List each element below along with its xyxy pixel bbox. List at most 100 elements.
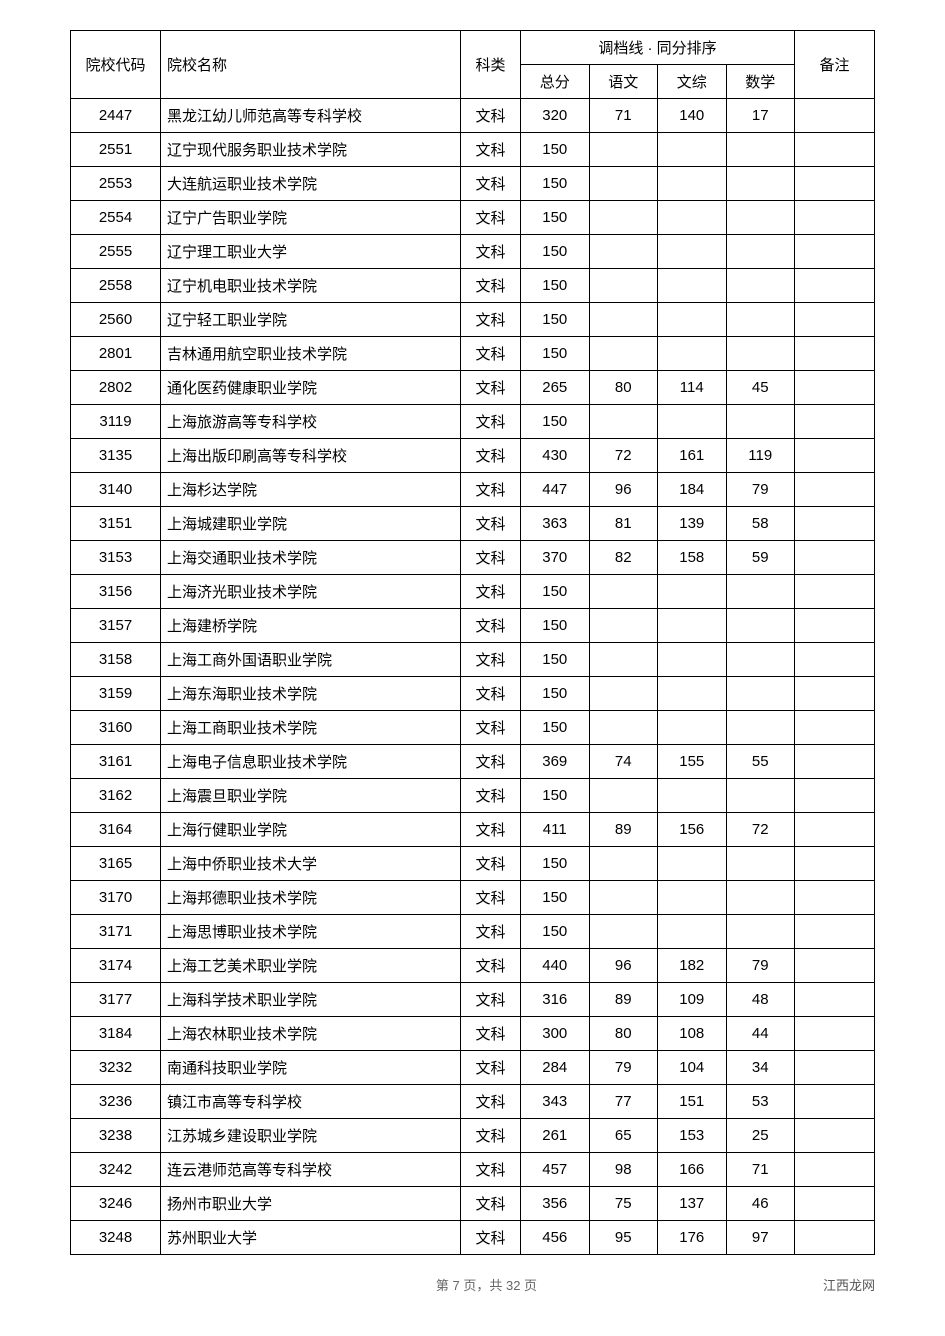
cell-note [795,405,875,439]
cell-total: 284 [521,1051,590,1085]
cell-wenzong: 158 [658,541,727,575]
cell-total: 150 [521,779,590,813]
cell-wenzong: 176 [658,1221,727,1255]
table-row: 2558辽宁机电职业技术学院文科150 [71,269,875,303]
cell-chinese [589,303,658,337]
cell-math [726,881,795,915]
cell-name: 上海城建职业学院 [161,507,461,541]
cell-note [795,133,875,167]
cell-category: 文科 [461,235,521,269]
cell-total: 411 [521,813,590,847]
cell-code: 3162 [71,779,161,813]
cell-note [795,949,875,983]
cell-chinese: 65 [589,1119,658,1153]
cell-wenzong: 166 [658,1153,727,1187]
cell-note [795,371,875,405]
cell-chinese [589,405,658,439]
cell-category: 文科 [461,201,521,235]
cell-chinese [589,269,658,303]
cell-math [726,235,795,269]
cell-chinese: 96 [589,473,658,507]
cell-total: 150 [521,337,590,371]
cell-note [795,201,875,235]
table-row: 3156上海济光职业技术学院文科150 [71,575,875,609]
cell-note [795,711,875,745]
cell-code: 3151 [71,507,161,541]
cell-wenzong: 104 [658,1051,727,1085]
table-row: 3184上海农林职业技术学院文科3008010844 [71,1017,875,1051]
cell-math: 46 [726,1187,795,1221]
cell-total: 150 [521,711,590,745]
table-row: 2555辽宁理工职业大学文科150 [71,235,875,269]
table-row: 3165上海中侨职业技术大学文科150 [71,847,875,881]
cell-chinese: 98 [589,1153,658,1187]
cell-name: 上海济光职业技术学院 [161,575,461,609]
cell-math: 79 [726,949,795,983]
cell-chinese [589,609,658,643]
cell-code: 3160 [71,711,161,745]
cell-name: 南通科技职业学院 [161,1051,461,1085]
cell-category: 文科 [461,1051,521,1085]
cell-note [795,847,875,881]
cell-code: 2551 [71,133,161,167]
table-body: 2447黑龙江幼儿师范高等专科学校文科32071140172551辽宁现代服务职… [71,99,875,1255]
cell-name: 上海震旦职业学院 [161,779,461,813]
cell-name: 上海思博职业技术学院 [161,915,461,949]
cell-total: 265 [521,371,590,405]
cell-code: 2553 [71,167,161,201]
cell-category: 文科 [461,949,521,983]
cell-name: 上海电子信息职业技术学院 [161,745,461,779]
cell-math: 17 [726,99,795,133]
cell-total: 150 [521,201,590,235]
cell-total: 150 [521,405,590,439]
cell-total: 343 [521,1085,590,1119]
cell-code: 3232 [71,1051,161,1085]
cell-math [726,779,795,813]
cell-name: 上海交通职业技术学院 [161,541,461,575]
cell-wenzong [658,201,727,235]
table-row: 2447黑龙江幼儿师范高等专科学校文科3207114017 [71,99,875,133]
cell-math [726,847,795,881]
cell-note [795,303,875,337]
table-row: 3248苏州职业大学文科4569517697 [71,1221,875,1255]
cell-name: 上海邦德职业技术学院 [161,881,461,915]
cell-total: 430 [521,439,590,473]
cell-chinese [589,711,658,745]
cell-chinese: 79 [589,1051,658,1085]
cell-chinese: 95 [589,1221,658,1255]
cell-chinese: 96 [589,949,658,983]
cell-category: 文科 [461,439,521,473]
cell-chinese [589,167,658,201]
cell-category: 文科 [461,881,521,915]
cell-wenzong: 153 [658,1119,727,1153]
cell-note [795,167,875,201]
cell-total: 440 [521,949,590,983]
cell-code: 3140 [71,473,161,507]
cell-name: 上海中侨职业技术大学 [161,847,461,881]
cell-category: 文科 [461,1153,521,1187]
table-row: 3160上海工商职业技术学院文科150 [71,711,875,745]
cell-name: 上海工商外国语职业学院 [161,643,461,677]
cell-wenzong: 161 [658,439,727,473]
cell-name: 黑龙江幼儿师范高等专科学校 [161,99,461,133]
cell-name: 辽宁轻工职业学院 [161,303,461,337]
cell-category: 文科 [461,1221,521,1255]
cell-code: 3156 [71,575,161,609]
cell-code: 3165 [71,847,161,881]
table-row: 3119上海旅游高等专科学校文科150 [71,405,875,439]
cell-name: 辽宁现代服务职业技术学院 [161,133,461,167]
cell-total: 363 [521,507,590,541]
cell-total: 150 [521,303,590,337]
cell-code: 3157 [71,609,161,643]
table-row: 2551辽宁现代服务职业技术学院文科150 [71,133,875,167]
cell-chinese [589,881,658,915]
cell-code: 3170 [71,881,161,915]
cell-wenzong [658,677,727,711]
cell-math: 34 [726,1051,795,1085]
cell-total: 150 [521,575,590,609]
cell-name: 苏州职业大学 [161,1221,461,1255]
header-code: 院校代码 [71,31,161,99]
cell-note [795,881,875,915]
cell-note [795,575,875,609]
cell-total: 456 [521,1221,590,1255]
